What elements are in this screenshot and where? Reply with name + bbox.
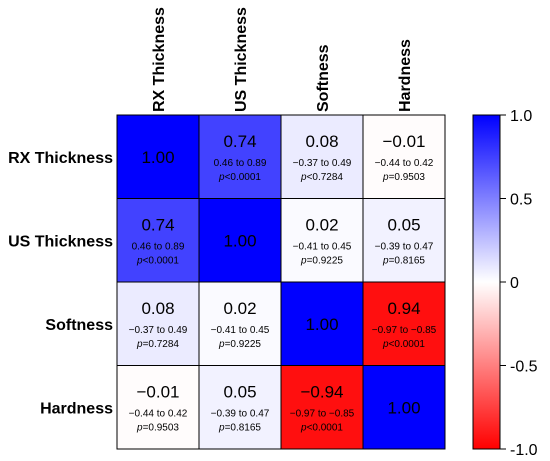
cell-r-value: 0.02 xyxy=(305,216,338,235)
heatmap-axis-labels: RX Thickness US Thickness Softness Hardness… xyxy=(8,7,414,417)
cell-ci: −0.37 to 0.49 xyxy=(293,158,352,169)
cell-p-value: p=0.8165 xyxy=(218,423,261,434)
cell-p-value: p=0.9503 xyxy=(136,423,179,434)
cell-p-value: p<0.0001 xyxy=(218,172,261,183)
cell-ci: −0.44 to 0.42 xyxy=(375,158,434,169)
heatmap-cell-fill xyxy=(362,198,446,283)
cell-r-value: 0.05 xyxy=(387,216,420,235)
heatmap-cell-fill xyxy=(198,365,282,450)
heatmap-cell-fill xyxy=(280,281,364,366)
colorbar-tick-label: -1.0 xyxy=(510,442,538,459)
heatmap-cell: −0.94 −0.97 to −0.85 p<0.0001 xyxy=(280,365,364,450)
heatmap-cell-fill xyxy=(116,114,200,199)
cell-r-value: 1.00 xyxy=(305,315,338,334)
heatmap-cell: 0.08 −0.37 to 0.49 p=0.7284 xyxy=(116,281,200,366)
heatmap-cell: 0.02 −0.41 to 0.45 p=0.9225 xyxy=(280,198,364,283)
heatmap-cell-fill xyxy=(362,114,446,199)
heatmap-cell-fill xyxy=(362,281,446,366)
cell-p-value: p<0.0001 xyxy=(136,256,179,267)
cell-p-value: p=0.9503 xyxy=(382,172,425,183)
cell-ci: −0.37 to 0.49 xyxy=(129,325,188,336)
cell-ci: 0.46 to 0.89 xyxy=(132,242,185,253)
column-label: Hardness xyxy=(397,39,414,112)
cell-ci: −0.39 to 0.47 xyxy=(211,409,270,420)
heatmap-cell: 1.00 xyxy=(362,365,446,450)
heatmap-cell: 0.05 −0.39 to 0.47 p=0.8165 xyxy=(198,365,282,450)
heatmap-cell: 0.74 0.46 to 0.89 p<0.0001 xyxy=(198,114,282,199)
heatmap-cell-fill xyxy=(362,365,446,450)
cell-r-value: 1.00 xyxy=(141,148,174,167)
column-label: US Thickness xyxy=(233,7,250,112)
column-label: Softness xyxy=(315,44,332,112)
cell-ci: −0.97 to −0.85 xyxy=(372,325,437,336)
cell-r-value: 0.05 xyxy=(223,383,256,402)
heatmap-cell-fill xyxy=(280,365,364,450)
cell-ci: −0.41 to 0.45 xyxy=(293,242,352,253)
cell-r-value: 0.74 xyxy=(223,132,256,151)
cell-r-value: 0.94 xyxy=(387,299,420,318)
heatmap-cell-fill xyxy=(198,198,282,283)
heatmap-cell-fill xyxy=(198,114,282,199)
colorbar-gradient xyxy=(472,114,501,450)
heatmap-cell-fill xyxy=(198,281,282,366)
cell-r-value: 0.02 xyxy=(223,299,256,318)
heatmap-cell-fill xyxy=(116,365,200,450)
heatmap-cell-fill xyxy=(280,198,364,283)
heatmap-cell: 1.00 xyxy=(116,114,200,199)
cell-ci: −0.44 to 0.42 xyxy=(129,409,188,420)
colorbar-tick-label: 0 xyxy=(510,275,519,292)
heatmap-cell: 0.05 −0.39 to 0.47 p=0.8165 xyxy=(362,198,446,283)
cell-r-value: 0.08 xyxy=(141,299,174,318)
cell-r-value: 1.00 xyxy=(387,398,420,417)
cell-r-value: 1.00 xyxy=(223,231,256,250)
cell-r-value: 0.08 xyxy=(305,132,338,151)
heatmap-cell: 0.94 −0.97 to −0.85 p<0.0001 xyxy=(362,281,446,366)
cell-r-value: −0.94 xyxy=(300,383,343,402)
heatmap-cell: 1.00 xyxy=(280,281,364,366)
heatmap-cell: 1.00 xyxy=(198,198,282,283)
heatmap-cell: 0.02 −0.41 to 0.45 p=0.9225 xyxy=(198,281,282,366)
colorbar-tick-label: 0.5 xyxy=(510,192,532,209)
row-label: RX Thickness xyxy=(8,150,113,167)
row-label: US Thickness xyxy=(8,233,113,250)
column-label: RX Thickness xyxy=(151,7,168,112)
cell-r-value: 0.74 xyxy=(141,216,174,235)
cell-ci: 0.46 to 0.89 xyxy=(214,158,267,169)
heatmap-cell-fill xyxy=(280,114,364,199)
cell-r-value: −0.01 xyxy=(382,132,425,151)
cell-p-value: p=0.9225 xyxy=(218,339,261,350)
cell-ci: −0.97 to −0.85 xyxy=(290,409,355,420)
heatmap-cell: 0.08 −0.37 to 0.49 p<0.7284 xyxy=(280,114,364,199)
cell-p-value: p=0.7284 xyxy=(136,339,179,350)
cell-ci: −0.39 to 0.47 xyxy=(375,242,434,253)
heatmap-cell: 0.74 0.46 to 0.89 p<0.0001 xyxy=(116,198,200,283)
row-label: Hardness xyxy=(40,400,113,417)
heatmap-cell-fill xyxy=(116,198,200,283)
colorbar-tick-label: -0.5 xyxy=(510,359,538,376)
cell-ci: −0.41 to 0.45 xyxy=(211,325,270,336)
heatmap-cell: −0.01 −0.44 to 0.42 p=0.9503 xyxy=(362,114,446,199)
colorbar: 1.0 0.5 0 -0.5 -1.0 xyxy=(472,108,538,459)
heatmap-cell: −0.01 −0.44 to 0.42 p=0.9503 xyxy=(116,365,200,450)
cell-p-value: p=0.8165 xyxy=(382,256,425,267)
cell-r-value: −0.01 xyxy=(136,383,179,402)
heatmap-cell-fill xyxy=(116,281,200,366)
row-label: Softness xyxy=(45,317,113,334)
heatmap-cells: 1.00 0.74 0.46 to 0.89 p<0.0001 0.08 −0.37 to… xyxy=(116,114,446,450)
cell-p-value: p<0.0001 xyxy=(382,339,425,350)
colorbar-tick-label: 1.0 xyxy=(510,108,532,125)
cell-p-value: p=0.9225 xyxy=(300,256,343,267)
cell-p-value: p<0.7284 xyxy=(300,172,343,183)
cell-p-value: p<0.0001 xyxy=(300,423,343,434)
